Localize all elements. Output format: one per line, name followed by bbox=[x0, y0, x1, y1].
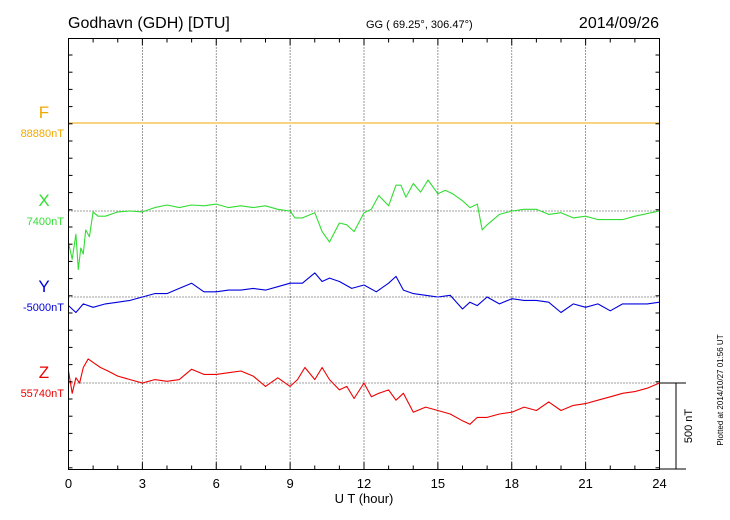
series-line-y bbox=[68, 272, 660, 314]
series-lines bbox=[67, 122, 660, 425]
series-name-f: F bbox=[39, 103, 49, 122]
station-title: Godhavn (GDH) [DTU] bbox=[68, 15, 230, 32]
scale-bar-label: 500 nT bbox=[683, 409, 695, 444]
x-tick-label: 6 bbox=[213, 476, 220, 491]
x-tick-label: 9 bbox=[287, 476, 294, 491]
series-baseline-z: 55740nT bbox=[21, 388, 65, 400]
station-coordinates: GG ( 69.25°, 306.47°) bbox=[366, 19, 473, 31]
series-line-x bbox=[67, 179, 660, 271]
grid-lines bbox=[141, 38, 587, 470]
series-name-y: Y bbox=[38, 277, 49, 296]
x-axis-label: U T (hour) bbox=[335, 491, 394, 506]
series-baseline-x: 7400nT bbox=[27, 216, 65, 228]
x-tick-labels: 0 3 6 9 12 15 18 21 24 bbox=[65, 476, 667, 491]
x-tick-label: 3 bbox=[139, 476, 146, 491]
series-baseline-y: -5000nT bbox=[23, 302, 64, 314]
x-tick-label: 0 bbox=[65, 476, 72, 491]
series-labels: F 88880nT X 7400nT Y -5000nT Z 55740nT bbox=[21, 103, 65, 400]
scale-bar: 500 nT bbox=[659, 382, 695, 470]
series-name-z: Z bbox=[39, 363, 49, 382]
x-tick-label: 21 bbox=[578, 476, 592, 491]
frame-ticks bbox=[68, 38, 660, 470]
series-line-z bbox=[67, 358, 660, 425]
x-tick-label: 15 bbox=[431, 476, 445, 491]
plotted-timestamp: Plotted at 2014/10/27 01:56 UT bbox=[716, 334, 725, 445]
x-tick-label: 12 bbox=[357, 476, 371, 491]
x-tick-label: 18 bbox=[505, 476, 519, 491]
series-name-x: X bbox=[38, 191, 49, 210]
plot-date: 2014/09/26 bbox=[579, 15, 659, 32]
series-baseline-f: 88880nT bbox=[21, 128, 65, 140]
x-tick-label: 24 bbox=[652, 476, 666, 491]
